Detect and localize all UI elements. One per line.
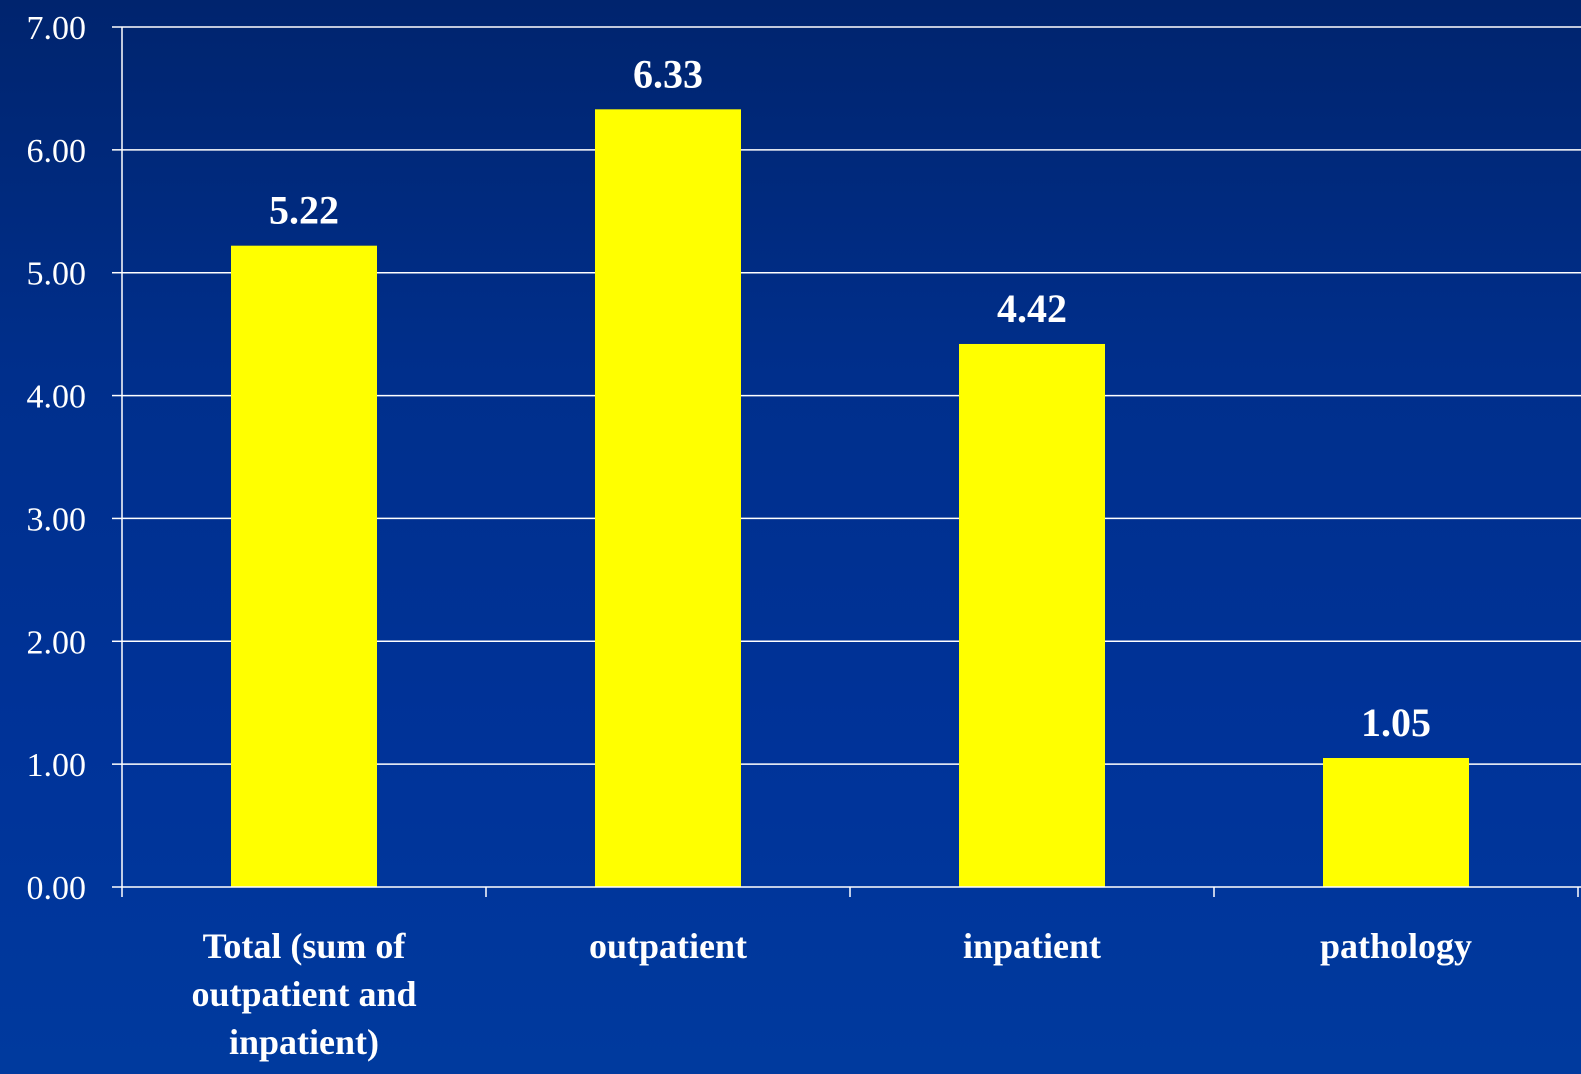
bar [595,109,741,888]
y-tick-label: 2.00 [27,624,87,661]
y-tick-labels: 0.00 1.00 2.00 3.00 4.00 5.00 6.00 7.00 [27,10,87,907]
data-label: 4.42 [997,286,1067,331]
x-category-label: inpatient [963,926,1101,966]
bars [231,109,1469,888]
x-category-label: Total (sum of [203,926,407,966]
data-labels: 5.22 6.33 4.42 1.05 [269,51,1431,745]
data-label: 1.05 [1361,700,1431,745]
y-tick-label: 4.00 [27,379,87,416]
data-label: 5.22 [269,188,339,233]
y-tick-label: 6.00 [27,133,87,170]
x-category-label: outpatient [589,926,747,966]
x-category-label: outpatient and [191,974,416,1014]
x-category-label: inpatient) [229,1022,379,1062]
bar [231,245,377,887]
y-tick-label: 0.00 [27,870,87,907]
axes [112,26,1581,897]
y-tick-label: 1.00 [27,747,87,784]
data-label: 6.33 [633,51,703,96]
bar [1323,758,1469,887]
y-tick-label: 7.00 [27,10,87,47]
y-tick-label: 3.00 [27,501,87,538]
x-category-label: pathology [1320,926,1472,966]
y-tick-label: 5.00 [27,256,87,293]
bar [959,343,1105,887]
x-category-labels: Total (sum of outpatient and inpatient) out… [191,926,1472,1062]
